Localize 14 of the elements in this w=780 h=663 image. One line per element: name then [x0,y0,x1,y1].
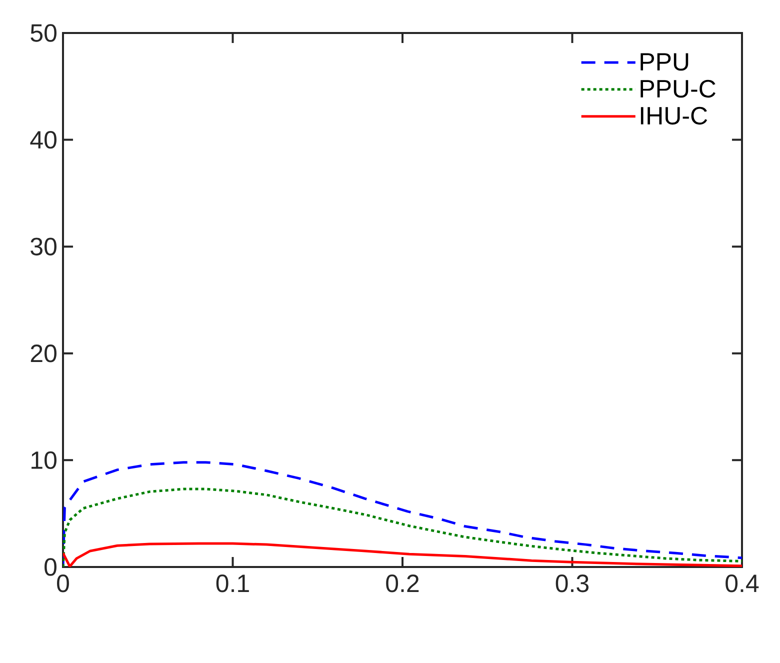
y-tick-label: 20 [30,344,56,362]
y-tick-label: 40 [30,130,56,149]
y-tick-label: 10 [32,451,56,470]
x-tick-label: 0.3 [556,574,589,592]
y-tick-label: 50 [30,24,56,42]
legend-label: PPU-C [640,80,716,98]
legend-label: IHU-C [640,106,708,125]
legend-label: PPU [640,53,688,71]
x-tick-label: 0.4 [726,574,759,592]
y-tick-label: 30 [30,238,56,256]
y-tick-label: 0 [44,558,56,576]
x-tick-label: 0 [57,574,69,592]
x-tick-label: 0.2 [386,574,419,592]
x-tick-label: 0.1 [216,574,249,592]
